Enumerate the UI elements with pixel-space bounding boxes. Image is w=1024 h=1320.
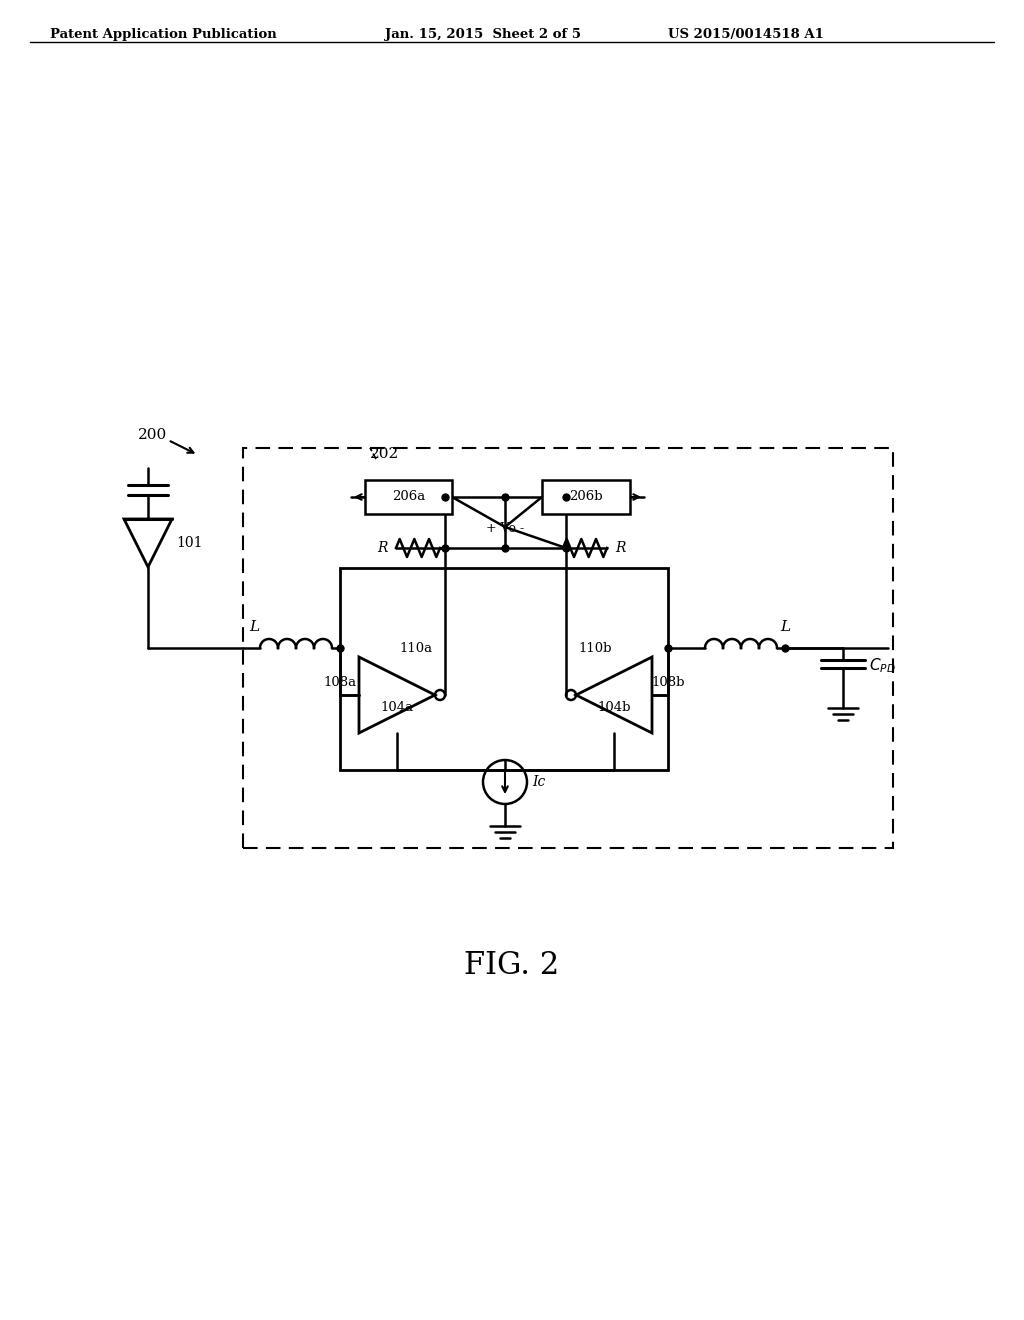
Text: 104a: 104a [381,701,414,714]
Text: Jan. 15, 2015  Sheet 2 of 5: Jan. 15, 2015 Sheet 2 of 5 [385,28,581,41]
Text: Patent Application Publication: Patent Application Publication [50,28,276,41]
Text: 101: 101 [176,536,203,550]
Text: 110b: 110b [578,642,611,655]
Text: R: R [615,541,626,554]
Text: US 2015/0014518 A1: US 2015/0014518 A1 [668,28,824,41]
Bar [365,480,452,513]
Text: R: R [378,541,388,554]
Text: 200: 200 [138,428,167,442]
Bar [542,480,630,513]
Text: L: L [780,620,791,634]
Text: 206a: 206a [392,491,425,503]
Text: 108a: 108a [324,676,356,689]
Text: 202: 202 [370,447,399,461]
Text: 104b: 104b [597,701,631,714]
Text: FIG. 2: FIG. 2 [464,950,560,981]
Bar [243,447,893,847]
Text: 108b: 108b [651,676,685,689]
Text: 110a: 110a [400,642,433,655]
Text: $C_{PD}$: $C_{PD}$ [869,656,896,676]
Bar [340,568,668,770]
Text: 206b: 206b [569,491,603,503]
Text: L: L [249,620,259,634]
Text: Ic: Ic [532,775,545,789]
Text: + Vo -: + Vo - [486,521,524,535]
